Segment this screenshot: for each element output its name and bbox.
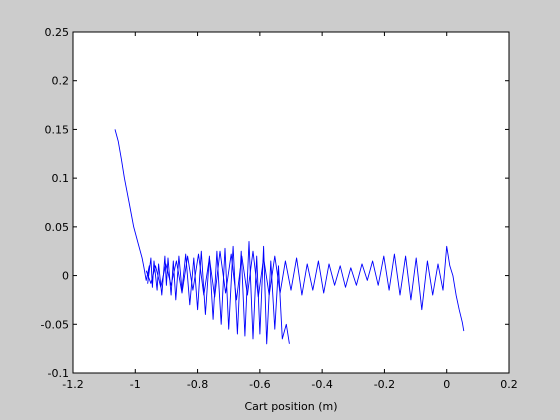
y-tick-label: 0 bbox=[62, 270, 69, 283]
ticks-layer: -1.2 -1 -0.8 -0.6 -0.4 -0.2 0 0.2 -0.1 -0.05 0 0.05… bbox=[41, 26, 518, 391]
y-tick-label: 0.05 bbox=[45, 221, 70, 234]
x-tick-label: -1 bbox=[130, 378, 141, 391]
y-tick-label: 0.25 bbox=[45, 26, 70, 39]
y-tick-label: 0.15 bbox=[45, 123, 70, 136]
y-tick-label: -0.05 bbox=[41, 318, 69, 331]
x-tick-label: -1.2 bbox=[62, 378, 83, 391]
y-tick-label: 0.2 bbox=[52, 75, 70, 88]
series-line bbox=[145, 245, 465, 332]
x-tick-label: -0.4 bbox=[311, 378, 332, 391]
x-tick-label: 0 bbox=[443, 378, 450, 391]
plot-area bbox=[73, 32, 509, 373]
x-tick-label: 0.2 bbox=[500, 378, 518, 391]
x-axis-label: Cart position (m) bbox=[244, 400, 337, 413]
y-tick-label: -0.1 bbox=[48, 367, 69, 380]
x-tick-label: -0.6 bbox=[249, 378, 270, 391]
series-layer bbox=[114, 129, 465, 345]
x-tick-label: -0.2 bbox=[374, 378, 395, 391]
y-tick-label: 0.1 bbox=[52, 172, 70, 185]
axes-box bbox=[72, 31, 510, 374]
x-tick-label: -0.8 bbox=[187, 378, 208, 391]
series-line bbox=[114, 129, 290, 345]
